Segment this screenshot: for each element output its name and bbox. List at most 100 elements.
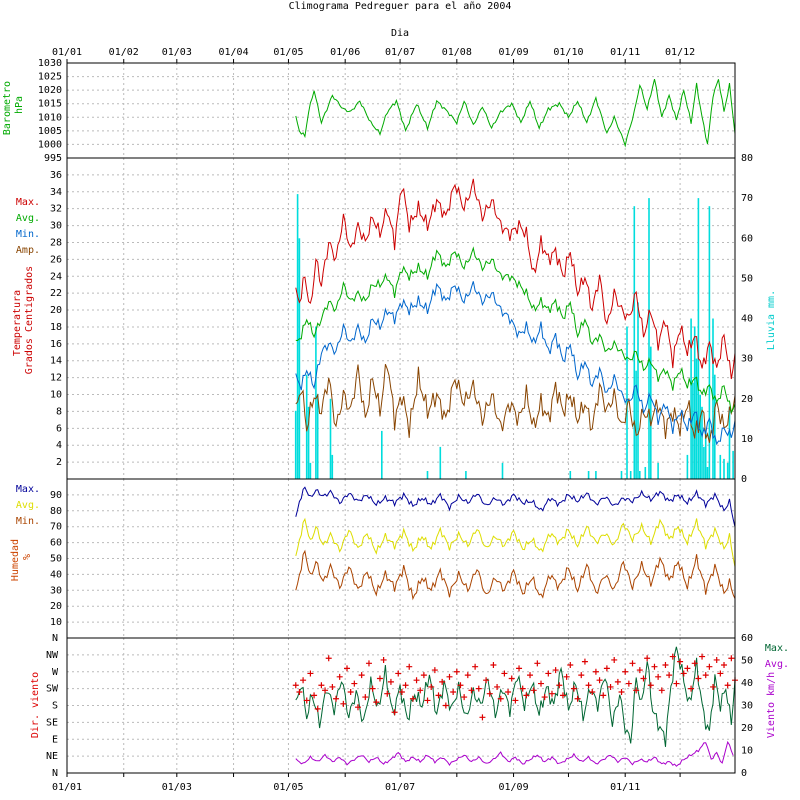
wind-direction-point <box>501 670 508 677</box>
humidity-tick-label-50: 50 <box>50 554 62 565</box>
temperature-tick-label-14: 14 <box>50 356 62 367</box>
wind-direction-point <box>402 682 409 689</box>
wind-direction-point <box>534 660 541 667</box>
wind-direction-point <box>611 656 618 663</box>
barometer-axis-label-line2: hPa <box>14 96 25 114</box>
temperature-tick-label-32: 32 <box>50 204 62 215</box>
wind-direction-point <box>603 665 610 672</box>
wind-direction-point <box>717 670 724 677</box>
wind-direction-point <box>453 668 460 675</box>
wind-speed-tick-label-20: 20 <box>741 723 753 734</box>
wind-direction-point <box>307 670 314 677</box>
wind-direction-point <box>384 690 391 697</box>
rain-bar <box>728 406 731 479</box>
rain-bar <box>639 471 641 479</box>
wind-direction-point <box>548 690 555 697</box>
rain-bar <box>439 446 442 479</box>
temperature-legend-max: Max. <box>16 197 40 208</box>
barometer-tick-label-1020: 1020 <box>38 85 62 96</box>
wind-direction-point <box>688 685 695 692</box>
rain-bar <box>695 358 698 479</box>
chart-plot-area: 01/01 01/02 01/03 01/04 01/05 01/06 01/07 01/08… <box>16 47 789 793</box>
wind-direction-point <box>314 705 321 712</box>
rain-bar <box>316 394 319 479</box>
wind-direction-point <box>358 672 365 679</box>
temperature-tick-label-12: 12 <box>50 373 62 384</box>
bottom-tick-label-01-05: 01/05 <box>273 782 303 793</box>
humidity-avg-line <box>295 517 736 567</box>
wind-direction-point <box>516 665 523 672</box>
top-tick-label-01-02: 01/02 <box>109 47 139 58</box>
wind-direction-point <box>494 683 501 690</box>
wind-direction-point <box>435 692 442 699</box>
wind-direction-point <box>691 660 698 667</box>
wind-direction-point <box>420 672 427 679</box>
humidity-legend-max: Max. <box>16 484 40 495</box>
wind-direction-point <box>413 677 420 684</box>
temperature-axis-label-line2: Grados Centigrados <box>24 266 35 374</box>
top-tick-label-01-05: 01/05 <box>273 47 303 58</box>
wind-direction-point <box>311 692 318 699</box>
humidity-tick-label-60: 60 <box>50 538 62 549</box>
humidity-max-line <box>295 486 736 528</box>
wind-direction-point <box>486 690 493 697</box>
rain-bar <box>686 454 689 479</box>
temperature-tick-label-8: 8 <box>56 406 62 417</box>
rain-bar <box>699 394 701 479</box>
top-axis-label: Dia <box>391 28 409 39</box>
temperature-tick-label-18: 18 <box>50 322 62 333</box>
bottom-tick-label-01-09: 01/09 <box>498 782 528 793</box>
top-tick-label-01-07: 01/07 <box>385 47 415 58</box>
wind-direction-point <box>706 663 713 670</box>
rain-tick-label-70: 70 <box>741 193 753 204</box>
wind-direction-point <box>618 689 625 695</box>
wind-direction-point <box>490 662 497 668</box>
humidity-legend-min: Min. <box>16 516 40 527</box>
rain-axis-label: Lluvia mm. <box>766 290 777 350</box>
wind-direction-point <box>450 689 457 695</box>
wind-direction-point <box>292 682 299 689</box>
temperature-tick-label-4: 4 <box>56 440 62 451</box>
temperature-tick-label-26: 26 <box>50 254 62 265</box>
temperature-legend-min: Min. <box>16 229 40 240</box>
top-tick-label-01-04: 01/04 <box>218 47 248 58</box>
wind-direction-point <box>395 670 402 677</box>
wind-direction-point <box>424 697 431 704</box>
wind-speed-tick-label-10: 10 <box>741 746 753 757</box>
wind-direction-point <box>387 678 394 685</box>
rain-bar <box>723 458 725 479</box>
top-tick-label-01-06: 01/06 <box>330 47 360 58</box>
wind-direction-point <box>589 689 596 695</box>
rain-bar <box>587 471 590 479</box>
wind-direction-point <box>545 670 552 677</box>
temperature-avg-line <box>295 246 736 414</box>
top-tick-label-01-08: 01/08 <box>442 47 472 58</box>
wind-direction-point <box>677 658 684 665</box>
rain-bar <box>714 374 716 479</box>
rain-tick-label-30: 30 <box>741 354 753 365</box>
temperature-tick-label-34: 34 <box>50 187 62 198</box>
wind-direction-point <box>483 677 490 684</box>
wind-avg-line <box>295 740 734 767</box>
barometer-tick-label-1025: 1025 <box>38 72 62 83</box>
wind-direction-point <box>325 655 332 662</box>
temperature-min-line <box>295 281 736 446</box>
wind-direction-point <box>446 673 453 680</box>
wind-direction-point <box>376 675 383 682</box>
wind-direction-point <box>391 709 398 716</box>
temperature-tick-label-2: 2 <box>56 457 62 468</box>
bottom-tick-label-01-11: 01/11 <box>610 782 640 793</box>
rain-bar <box>315 326 317 479</box>
wind-direction-point <box>713 656 720 663</box>
wind-direction-point <box>457 682 464 689</box>
rain-bar <box>294 410 297 479</box>
wind-direction-point <box>508 675 515 682</box>
wind-direction-point <box>464 672 471 679</box>
barometer-tick-label-1005: 1005 <box>38 126 62 137</box>
wind-direction-point <box>344 665 351 672</box>
humidity-tick-label-70: 70 <box>50 522 62 533</box>
temperature-tick-label-24: 24 <box>50 271 62 282</box>
wind-direction-point <box>417 687 424 694</box>
bottom-tick-label-01-07: 01/07 <box>385 782 415 793</box>
